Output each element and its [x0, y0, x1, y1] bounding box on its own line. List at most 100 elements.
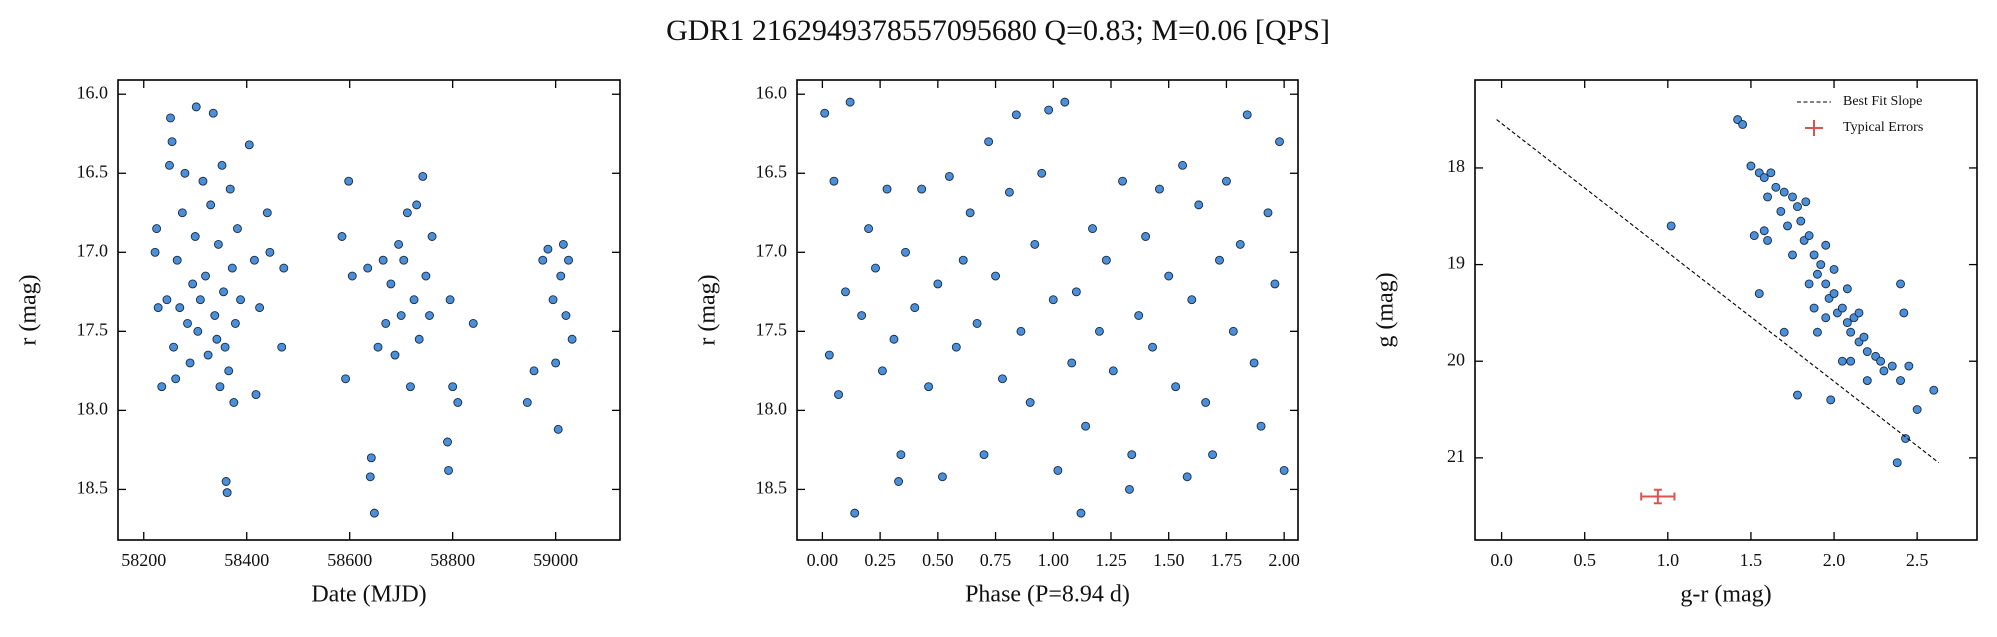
data-point	[1155, 184, 1164, 194]
data-point	[227, 263, 237, 273]
y-tick-label: 17.5	[77, 319, 109, 339]
data-point	[1821, 279, 1831, 289]
data-point	[1004, 187, 1014, 197]
data-point	[998, 374, 1007, 384]
data-point	[877, 366, 887, 376]
data-point	[1263, 208, 1273, 218]
data-point	[1829, 264, 1839, 274]
data-point	[167, 137, 177, 147]
data-point	[1793, 390, 1802, 400]
data-point	[1270, 279, 1280, 289]
data-point	[180, 168, 190, 178]
data-point	[889, 334, 899, 344]
data-point	[219, 287, 228, 297]
data-point	[190, 232, 200, 241]
data-point	[1846, 356, 1856, 366]
data-point	[213, 239, 223, 249]
data-point	[1896, 376, 1905, 385]
data-point	[1801, 197, 1811, 207]
data-point	[1788, 192, 1797, 202]
data-point	[561, 311, 571, 320]
data-point	[882, 184, 892, 194]
data-point	[1759, 173, 1769, 183]
data-point	[551, 358, 561, 368]
data-point	[1242, 110, 1252, 120]
data-point	[951, 342, 961, 352]
data-point	[1809, 250, 1819, 260]
data-point	[1829, 289, 1839, 299]
data-point	[233, 224, 242, 234]
data-point	[412, 200, 422, 210]
x-tick-label: 0.25	[864, 550, 896, 570]
y-tick-label: 16.0	[77, 82, 109, 102]
data-point	[183, 318, 192, 328]
x-tick-label: 0.00	[807, 550, 839, 570]
data-point	[453, 398, 463, 407]
data-point	[381, 318, 391, 328]
data-point	[896, 450, 906, 460]
data-point	[1846, 327, 1856, 337]
data-point	[1141, 232, 1151, 241]
data-point	[1125, 484, 1134, 494]
data-point	[1862, 347, 1872, 357]
data-point	[337, 232, 347, 241]
y-tick-label: 16.5	[756, 161, 788, 181]
data-point	[1766, 168, 1776, 178]
legend-label: Best Fit Slope	[1843, 94, 1922, 109]
x-tick-label: 1.5	[1740, 550, 1763, 570]
data-point	[365, 472, 375, 482]
x-axis-label: g-r (mag)	[1680, 582, 1771, 608]
data-point	[1228, 326, 1238, 336]
data-point	[1037, 168, 1047, 178]
data-point	[175, 303, 185, 313]
data-point	[277, 342, 287, 352]
data-point	[443, 437, 452, 447]
y-tick-label: 18.0	[756, 399, 788, 419]
data-point	[1178, 160, 1188, 170]
x-tick-label: 0.50	[922, 550, 954, 570]
data-point	[1221, 176, 1231, 186]
x-tick-label: 58200	[121, 550, 166, 570]
data-point	[938, 472, 947, 482]
data-point	[1030, 239, 1040, 249]
data-point	[1759, 226, 1769, 236]
data-point	[1776, 206, 1786, 216]
data-point	[222, 488, 232, 498]
data-point	[1666, 221, 1676, 231]
data-point	[378, 255, 388, 265]
data-point	[1896, 279, 1905, 289]
data-point	[215, 382, 225, 392]
data-point	[1746, 161, 1756, 171]
y-tick-label: 17.0	[77, 240, 109, 260]
data-point	[344, 176, 354, 186]
data-point	[390, 350, 400, 360]
data-point	[845, 97, 855, 107]
data-point	[198, 176, 208, 186]
data-point	[1842, 318, 1852, 328]
data-point	[1011, 110, 1021, 120]
data-point	[165, 160, 174, 170]
data-point	[1876, 356, 1886, 366]
data-point	[171, 374, 181, 384]
data-point	[203, 350, 213, 360]
x-tick-label: 58600	[327, 550, 372, 570]
data-point	[262, 208, 272, 218]
data-point	[1094, 326, 1104, 336]
data-point	[224, 366, 234, 376]
data-point	[1208, 450, 1218, 460]
data-point	[1887, 361, 1897, 371]
data-point	[1127, 450, 1137, 460]
data-point	[1134, 311, 1144, 320]
data-point	[1793, 202, 1802, 212]
data-point	[1859, 332, 1869, 342]
x-tick-label: 1.50	[1153, 550, 1185, 570]
data-point	[984, 137, 994, 147]
x-tick-label: 0.75	[980, 550, 1012, 570]
data-point	[188, 279, 198, 289]
plot-frame	[796, 79, 1299, 541]
data-point	[373, 342, 383, 352]
data-point	[522, 398, 532, 407]
data-point	[1826, 395, 1836, 405]
data-point	[543, 244, 553, 254]
data-point	[1842, 284, 1852, 294]
